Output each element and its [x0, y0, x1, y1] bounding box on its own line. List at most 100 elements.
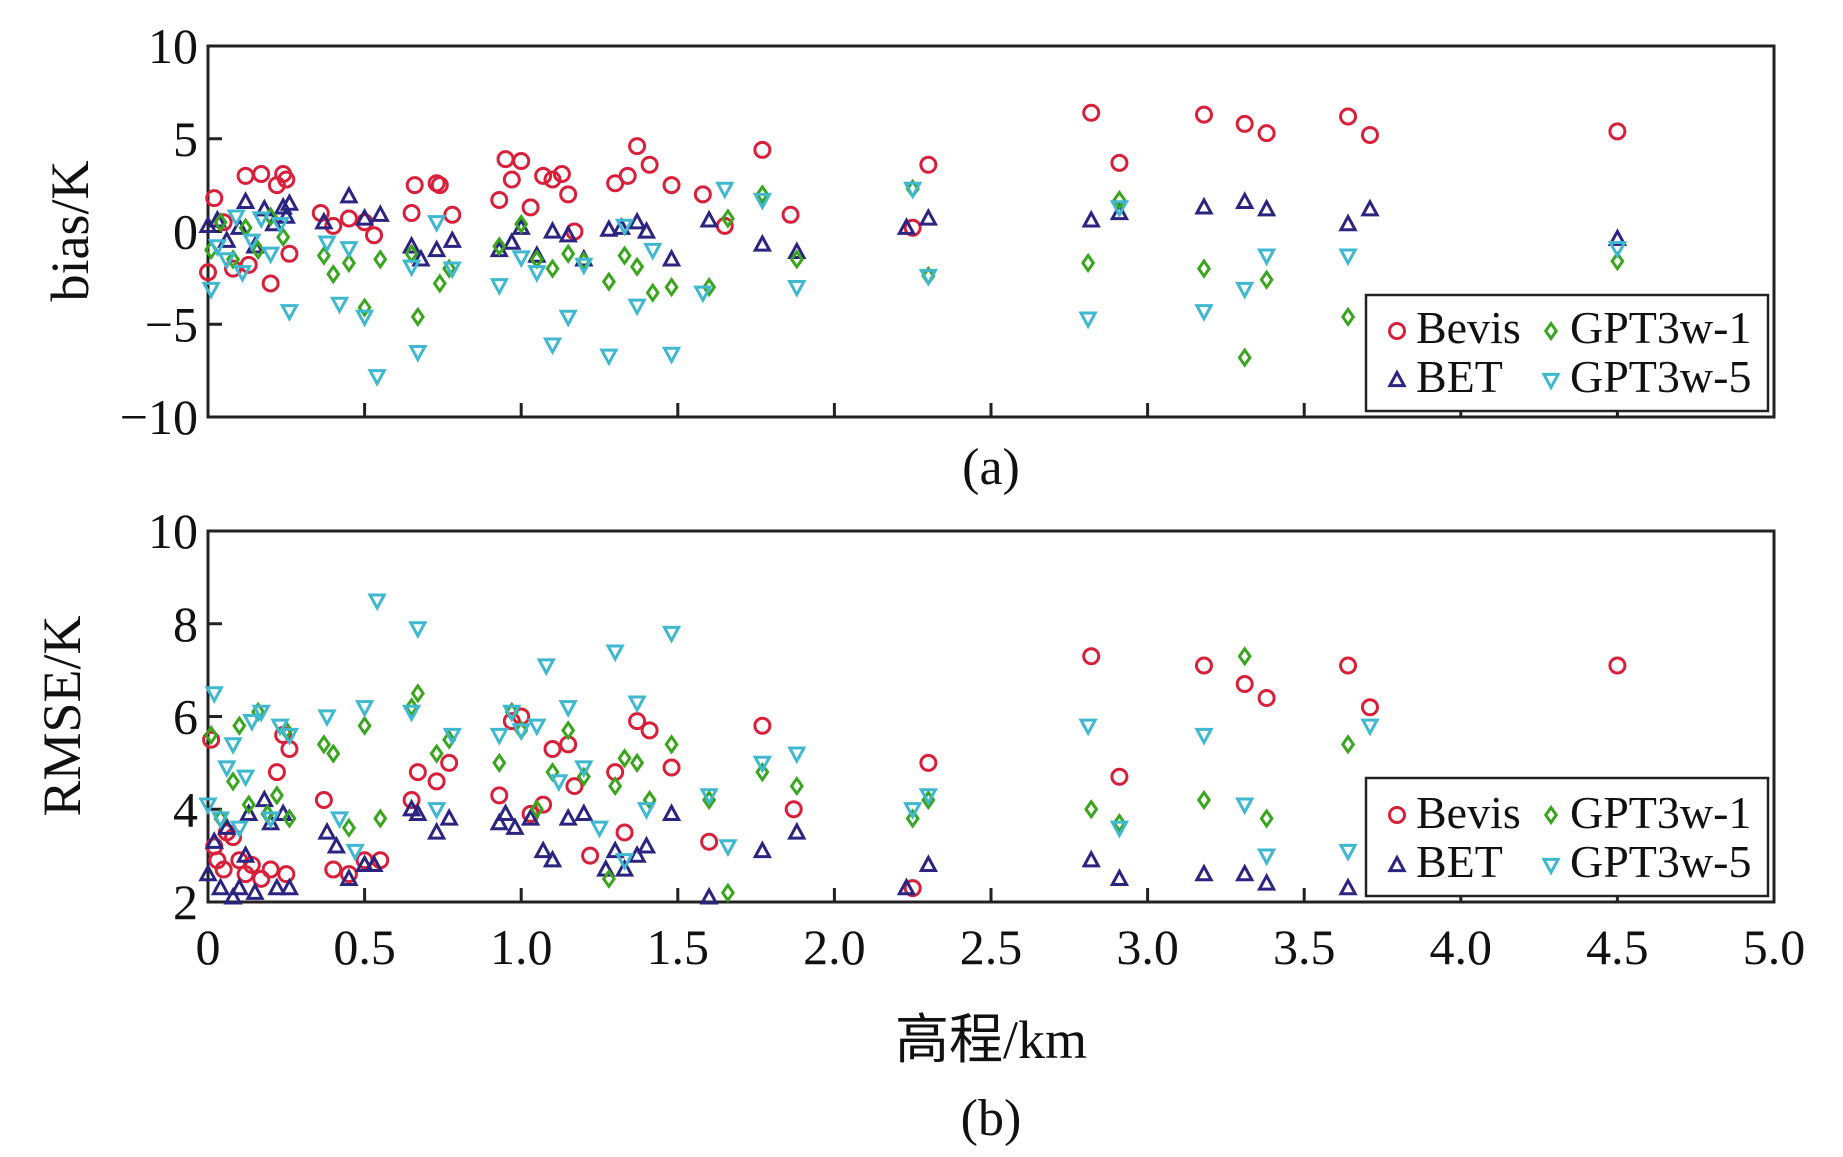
- panel-b-point-gpt3w-5: [229, 820, 249, 839]
- x-tick-label: 3.0: [1116, 919, 1179, 975]
- panel-b-point-gpt3w-5: [223, 737, 243, 755]
- panel-b-y-tick-label: 8: [173, 596, 198, 652]
- panel-b-point-bet: [533, 840, 553, 859]
- panel-b-point-bet: [605, 840, 625, 859]
- panel-b-point-bet: [489, 812, 509, 831]
- panel-a-point-gpt3w-5: [1109, 200, 1130, 219]
- panel-b-point-gpt3w-5: [1338, 843, 1358, 862]
- panel-a-point-gpt3w-1: [601, 271, 616, 292]
- panel-b-point-bevis: [277, 865, 296, 884]
- panel-b-point-bet: [198, 863, 218, 882]
- panel-a-point-gpt3w-1: [373, 249, 388, 270]
- panel-a-point-bet: [1109, 202, 1130, 221]
- panel-a-legend-marker-bevis: [1388, 322, 1406, 340]
- x-tick-label: 3.5: [1273, 919, 1336, 975]
- panel-a-point-gpt3w-5: [599, 348, 619, 367]
- panel-a-point-gpt3w-5: [367, 369, 387, 387]
- panel-b-point-gpt3w-5: [235, 769, 256, 788]
- panel-b-point-gpt3w-1: [529, 799, 544, 820]
- panel-a-point-bet: [1194, 196, 1214, 215]
- panel-b-point-gpt3w-5: [198, 797, 218, 816]
- panel-b-y-tick-label: 2: [173, 874, 198, 930]
- panel-a-point-gpt3w-1: [561, 243, 576, 264]
- panel-a-point-bevis: [552, 164, 571, 183]
- panel-a-x-ticks: [206, 403, 1776, 417]
- panel-a-point-gpt3w-5: [1607, 241, 1628, 259]
- panel-b-point-gpt3w-1: [905, 808, 920, 829]
- panel-b-point-gpt3w-5: [536, 658, 556, 677]
- panel-a-point-gpt3w-1: [645, 282, 660, 303]
- panel-a-point-bet: [339, 185, 359, 204]
- x-tick-label: 0.5: [333, 919, 396, 975]
- panel-b-point-bet: [408, 803, 428, 822]
- panel-b-point-gpt3w-5: [242, 714, 262, 732]
- panel-a-point-gpt3w-5: [918, 268, 939, 287]
- panel-a-point-bevis: [1257, 124, 1276, 143]
- panel-b-point-gpt3w-5: [217, 760, 237, 779]
- panel-b-point-gpt3w-5: [589, 820, 610, 839]
- panel-a-point-gpt3w-5: [661, 346, 682, 365]
- panel-a-point-gpt3w-5: [511, 250, 531, 269]
- panel-a-point-bevis: [261, 274, 280, 293]
- panel-b-point-bet: [239, 803, 259, 822]
- panel-b-point-bet: [787, 821, 807, 840]
- panel-b-point-bevis: [1257, 688, 1276, 707]
- panel-b-point-bet: [614, 858, 635, 877]
- panel-b-point-gpt3w-1: [1196, 789, 1212, 811]
- panel-b-point-bevis: [408, 763, 427, 782]
- panel-a-point-bevis: [239, 255, 258, 274]
- panel-b-point-bet: [627, 844, 647, 863]
- panel-a-point-bevis: [628, 137, 647, 156]
- panel-b-point-gpt3w-1: [232, 715, 247, 736]
- panel-a-y-tick-label: 10: [148, 18, 198, 74]
- panel-a-point-gpt3w-5: [1235, 281, 1255, 300]
- panel-a-legend-marker-bet: [1387, 369, 1407, 388]
- panel-b-point-bevis: [640, 721, 659, 740]
- panel-b-point-bevis: [1194, 656, 1213, 675]
- panel-b-point-bet: [1338, 877, 1358, 896]
- panel-a-point-gpt3w-5: [558, 309, 578, 328]
- panel-b-point-gpt3w-1: [282, 808, 297, 829]
- panel-a-point-bet: [279, 193, 300, 211]
- panel-a-point-gpt3w-1: [357, 297, 372, 318]
- panel-a-point-bet: [1607, 228, 1628, 247]
- panel-b-point-bet: [279, 877, 300, 896]
- panel-b-point-bevis: [267, 763, 286, 782]
- panel-a-point-gpt3w-5: [527, 265, 547, 283]
- panel-a-legend: Bevis GPT3w-1 BET GPT3w-5: [1364, 293, 1770, 413]
- panel-a-y-tick-label: 5: [173, 111, 198, 167]
- panel-a-point-gpt3w-1: [664, 277, 679, 298]
- panel-a-y-axis-title: bias/K: [40, 161, 100, 302]
- panel-a-series-bevis: [199, 103, 1627, 293]
- panel-a-point-bet: [354, 207, 375, 226]
- panel-a-point-bevis: [521, 198, 540, 217]
- x-tick-label: 5.0: [1743, 919, 1806, 975]
- panel-a-point-bevis: [199, 263, 217, 282]
- panel-b-point-bet: [229, 877, 249, 896]
- panel-b-point-gpt3w-1: [492, 752, 507, 773]
- panel-b-point-gpt3w-5: [401, 704, 422, 723]
- panel-b-y-ticks: 10 8 6 4 2: [148, 503, 222, 930]
- panel-a-point-bet: [896, 217, 917, 235]
- panel-a-point-bevis: [1235, 114, 1254, 133]
- panel-b-point-gpt3w-1: [241, 794, 256, 815]
- panel-a-point-bet: [426, 239, 447, 258]
- panel-b-point-bet: [1194, 863, 1214, 882]
- panel-b-point-gpt3w-1: [404, 697, 419, 718]
- panel-b-point-bet: [426, 821, 447, 840]
- panel-b-y-tick-label: 4: [173, 781, 198, 837]
- panel-b-point-gpt3w-1: [204, 724, 219, 746]
- panel-b-point-bevis: [565, 777, 584, 796]
- panel-a-point-bevis: [903, 218, 922, 237]
- panel-a-point-bevis: [324, 216, 343, 235]
- panel-a-point-bet: [401, 235, 422, 254]
- panel-b-series-gpt3w-1: [204, 646, 1356, 903]
- panel-b-point-bet: [1235, 863, 1255, 882]
- panel-b-point-gpt3w-1: [630, 752, 645, 773]
- panel-a-point-gpt3w-5: [643, 242, 663, 261]
- panel-a-point-gpt3w-5: [1194, 304, 1214, 322]
- panel-a-point-bevis: [534, 166, 553, 185]
- panel-b-point-gpt3w-1: [410, 683, 425, 704]
- panel-b-point-bevis: [1082, 647, 1101, 666]
- panel-a-legend-markers: [1387, 320, 1561, 391]
